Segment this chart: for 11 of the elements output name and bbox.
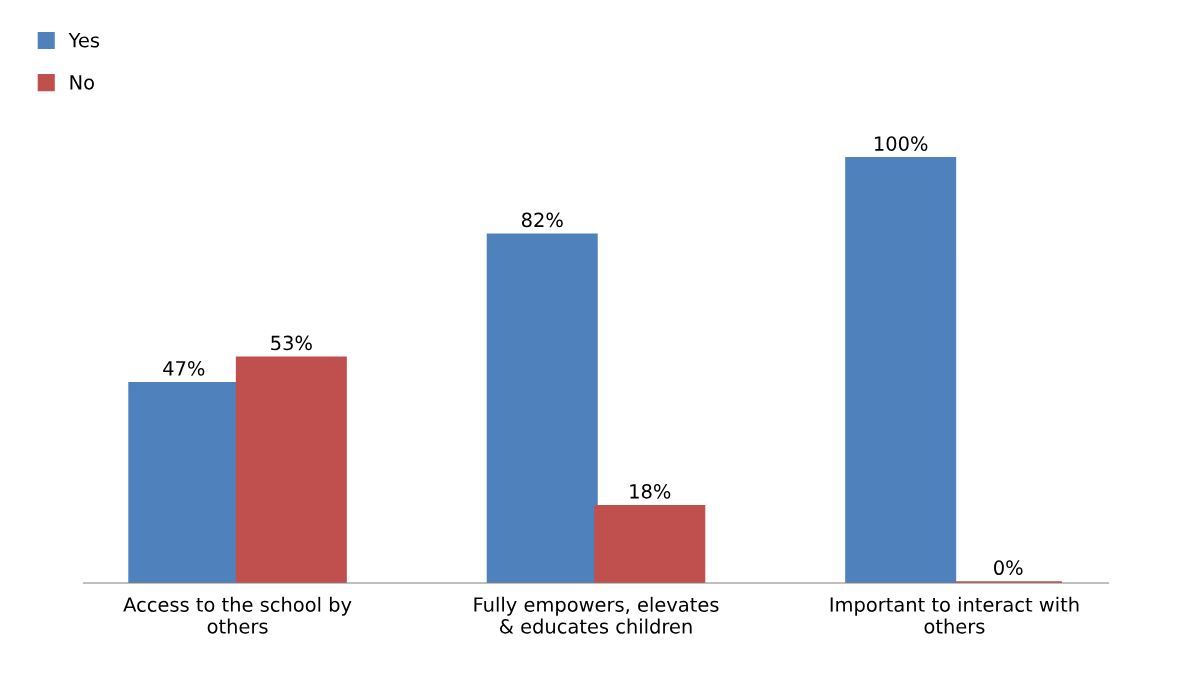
legend-label: Yes	[68, 33, 100, 48]
x-tick-label: Access to the school by others	[123, 596, 352, 634]
data-label: 100%	[875, 136, 928, 151]
data-label: 47%	[163, 360, 205, 376]
x-tick-label: Important to interact with others	[830, 596, 1079, 634]
data-label: 82%	[521, 212, 563, 228]
data-label: 53%	[271, 335, 312, 351]
legend-label: No	[70, 75, 94, 90]
data-label: 18%	[630, 483, 671, 499]
x-tick-label: Fully empowers, elevates & educates children	[474, 596, 719, 634]
data-label: 0%	[994, 560, 1023, 576]
